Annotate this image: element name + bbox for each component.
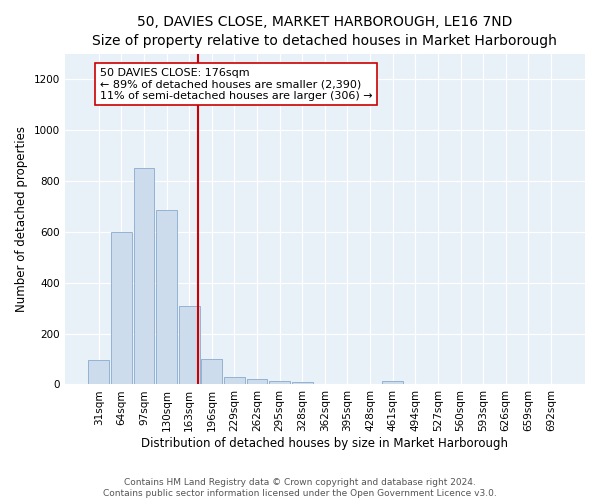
Bar bbox=[111, 232, 132, 384]
Bar bbox=[88, 360, 109, 384]
Bar bbox=[382, 380, 403, 384]
Bar bbox=[224, 377, 245, 384]
Y-axis label: Number of detached properties: Number of detached properties bbox=[15, 126, 28, 312]
X-axis label: Distribution of detached houses by size in Market Harborough: Distribution of detached houses by size … bbox=[142, 437, 508, 450]
Bar bbox=[247, 380, 268, 384]
Bar bbox=[179, 306, 200, 384]
Bar bbox=[292, 382, 313, 384]
Text: Contains HM Land Registry data © Crown copyright and database right 2024.
Contai: Contains HM Land Registry data © Crown c… bbox=[103, 478, 497, 498]
Bar bbox=[202, 359, 222, 384]
Bar bbox=[156, 210, 177, 384]
Title: 50, DAVIES CLOSE, MARKET HARBOROUGH, LE16 7ND
Size of property relative to detac: 50, DAVIES CLOSE, MARKET HARBOROUGH, LE1… bbox=[92, 15, 557, 48]
Bar bbox=[269, 380, 290, 384]
Bar bbox=[134, 168, 154, 384]
Text: 50 DAVIES CLOSE: 176sqm
← 89% of detached houses are smaller (2,390)
11% of semi: 50 DAVIES CLOSE: 176sqm ← 89% of detache… bbox=[100, 68, 373, 101]
